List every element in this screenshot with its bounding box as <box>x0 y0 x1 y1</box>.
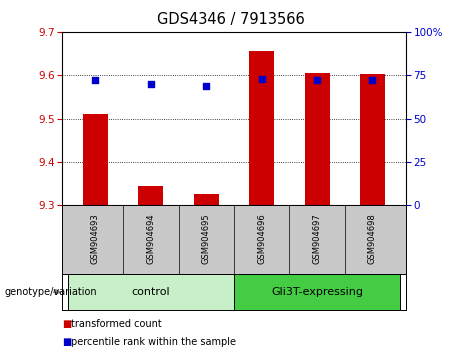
Text: Gli3T-expressing: Gli3T-expressing <box>271 287 363 297</box>
Bar <box>138 186 163 205</box>
Text: ■: ■ <box>62 319 71 329</box>
Bar <box>83 114 108 205</box>
Text: ■: ■ <box>62 337 71 347</box>
Text: GSM904694: GSM904694 <box>146 213 155 264</box>
Bar <box>360 74 385 205</box>
Bar <box>68 274 234 310</box>
Text: control: control <box>131 287 170 297</box>
Point <box>258 76 266 81</box>
Bar <box>305 73 330 205</box>
Bar <box>194 194 219 205</box>
Point <box>92 78 99 83</box>
Text: genotype/variation: genotype/variation <box>5 287 97 297</box>
Bar <box>234 274 400 310</box>
Point <box>313 78 321 83</box>
Text: percentile rank within the sample: percentile rank within the sample <box>71 337 236 347</box>
Point <box>202 83 210 88</box>
Text: GDS4346 / 7913566: GDS4346 / 7913566 <box>157 12 304 27</box>
Text: GSM904695: GSM904695 <box>202 213 211 264</box>
Bar <box>249 51 274 205</box>
Text: GSM904693: GSM904693 <box>91 213 100 264</box>
Point <box>147 81 154 87</box>
Text: transformed count: transformed count <box>71 319 162 329</box>
Text: GSM904697: GSM904697 <box>313 213 322 264</box>
Point <box>369 78 376 83</box>
Text: GSM904698: GSM904698 <box>368 213 377 264</box>
Text: GSM904696: GSM904696 <box>257 213 266 264</box>
